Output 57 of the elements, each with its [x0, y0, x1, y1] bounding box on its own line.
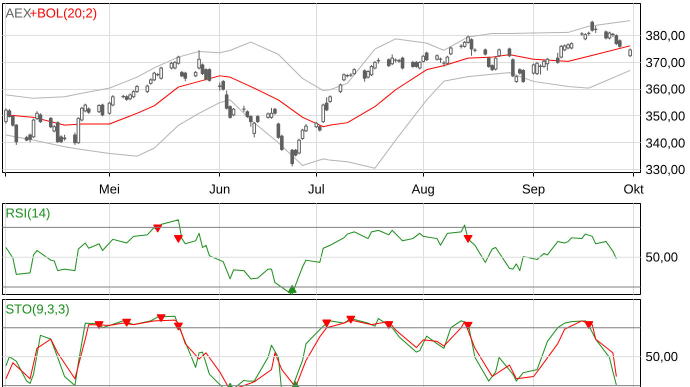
y-tick-label: 340,00	[646, 135, 686, 150]
point	[94, 321, 104, 330]
candlestick	[38, 112, 42, 124]
point	[584, 321, 594, 330]
point	[346, 316, 356, 324]
candlestick	[221, 80, 226, 92]
line-series	[5, 70, 631, 169]
text: +BOL(20;2)	[30, 6, 98, 20]
point	[464, 322, 473, 330]
candlestick	[270, 107, 274, 120]
candlestick	[614, 34, 618, 46]
x-tick-label: Aug	[412, 182, 435, 196]
candlestick	[290, 148, 294, 167]
line-series	[5, 20, 631, 99]
candlestick	[546, 57, 550, 71]
point	[156, 314, 166, 322]
candlestick	[183, 71, 188, 82]
x-tick-label: Jun	[209, 182, 230, 196]
y-tick-label: 330,00	[646, 162, 686, 178]
point	[322, 320, 332, 328]
candlestick	[494, 56, 498, 71]
y-tick-label: 350,00	[646, 108, 686, 124]
candlestick	[521, 68, 526, 84]
candlestick	[100, 103, 104, 117]
point	[122, 318, 132, 327]
text: 50,00	[646, 349, 678, 364]
text: 50,00	[646, 250, 678, 265]
point	[384, 321, 394, 330]
candlestick	[152, 71, 156, 82]
candlestick	[208, 68, 212, 82]
series-label: STO(9,3,3)	[6, 302, 70, 316]
candlestick	[535, 61, 539, 76]
candlestick	[590, 20, 594, 32]
candlestick	[508, 47, 512, 58]
candlestick	[204, 68, 208, 81]
candlestick	[424, 51, 428, 62]
x-tick-label: Okt	[623, 182, 644, 196]
x-tick-label: Mei	[98, 182, 120, 196]
candlestick	[56, 120, 60, 144]
y-tick-label: 370,00	[646, 54, 686, 70]
candlestick	[48, 116, 53, 129]
candlestick	[486, 56, 491, 68]
candlestick	[390, 54, 394, 66]
candlestick	[400, 56, 404, 70]
text: AEX	[6, 6, 32, 20]
candlestick	[370, 64, 374, 77]
candlestick	[538, 64, 542, 75]
y-tick-label: 380,00	[646, 28, 686, 44]
x-tick-label: Sep	[522, 182, 546, 196]
candlestick	[338, 83, 342, 94]
x-tick-label: Jul	[308, 182, 325, 196]
candlestick	[4, 108, 8, 124]
y-tick-label: 360,00	[646, 82, 686, 97]
text: RSI(14)	[6, 206, 50, 220]
candlestick	[470, 38, 474, 56]
candlestick	[159, 66, 163, 80]
candlestick	[362, 68, 366, 82]
